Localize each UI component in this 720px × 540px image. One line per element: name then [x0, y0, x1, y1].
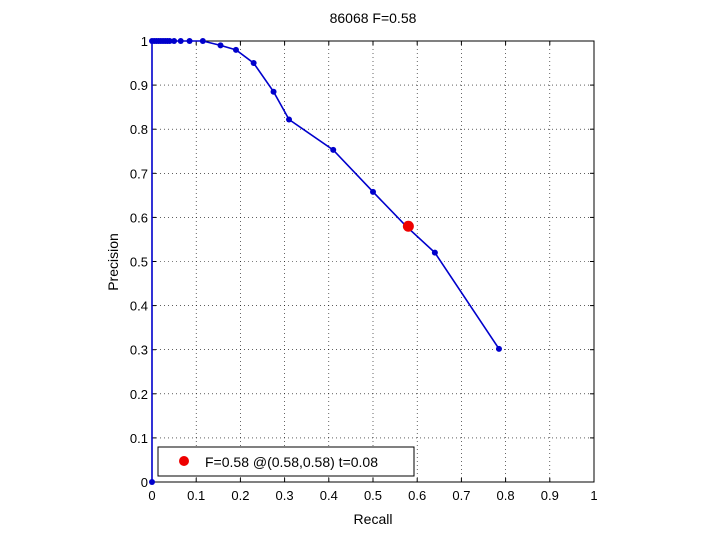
y-tick-label: 0.4: [130, 299, 148, 314]
y-tick-label: 0.5: [130, 255, 148, 270]
x-tick-label: 0.5: [364, 488, 382, 503]
y-tick-label: 0.3: [130, 343, 148, 358]
x-tick-label: 1: [590, 488, 597, 503]
axis-ticks: 0 0.1 0.2 0.3 0.4 0.5 0.6 0.7 0.8 0.9 1 0 0.1 0.2 0.3 0…: [130, 34, 598, 503]
pr-curve-point: [250, 60, 257, 67]
pr-curve-point: [232, 46, 239, 53]
pr-curve-point: [286, 116, 293, 123]
legend-label: F=0.58 @(0.58,0.58) t=0.08: [205, 454, 378, 470]
pr-curve-point: [495, 345, 502, 352]
x-tick-label: 0.1: [187, 488, 205, 503]
pr-curve-point: [177, 38, 184, 44]
pr-curve-point: [171, 38, 178, 44]
x-tick-label: 0.4: [320, 488, 338, 503]
pr-curve-point: [186, 38, 193, 44]
x-tick-label: 0.6: [408, 488, 426, 503]
x-tick-label: 0.2: [231, 488, 249, 503]
best-f-point: [402, 220, 414, 232]
legend-box: [157, 446, 415, 477]
x-tick-label: 0: [148, 488, 155, 503]
y-axis-label: Precision: [105, 233, 121, 291]
y-tick-label: 0.2: [130, 387, 148, 402]
chart-title: 86068 F=0.58: [330, 10, 417, 26]
grid: [152, 41, 594, 482]
y-tick-label: 0: [141, 475, 148, 490]
x-tick-label: 0.7: [452, 488, 470, 503]
x-tick-label: 0.8: [497, 488, 515, 503]
pr-curve-point: [199, 38, 206, 44]
pr-curve-point: [330, 146, 337, 153]
legend-marker: [179, 456, 189, 466]
y-tick-label: 1: [141, 34, 148, 49]
x-tick-label: 0.9: [541, 488, 559, 503]
x-axis-label: Recall: [354, 511, 393, 527]
pr-curve-point: [270, 88, 277, 95]
series-layer: [149, 38, 502, 485]
legend: F=0.58 @(0.58,0.58) t=0.08: [157, 446, 415, 477]
y-tick-label: 0.7: [130, 166, 148, 181]
pr-curve-point: [370, 188, 376, 195]
pr-curve-point: [431, 249, 438, 256]
pr-curve-point: [149, 479, 155, 485]
pr-curve-point: [217, 42, 224, 49]
pr-curve-point: [166, 38, 173, 44]
y-tick-label: 0.9: [130, 78, 148, 93]
y-tick-label: 0.8: [130, 122, 148, 137]
x-tick-label: 0.3: [276, 488, 294, 503]
y-tick-label: 0.6: [130, 210, 148, 225]
y-tick-label: 0.1: [130, 431, 148, 446]
